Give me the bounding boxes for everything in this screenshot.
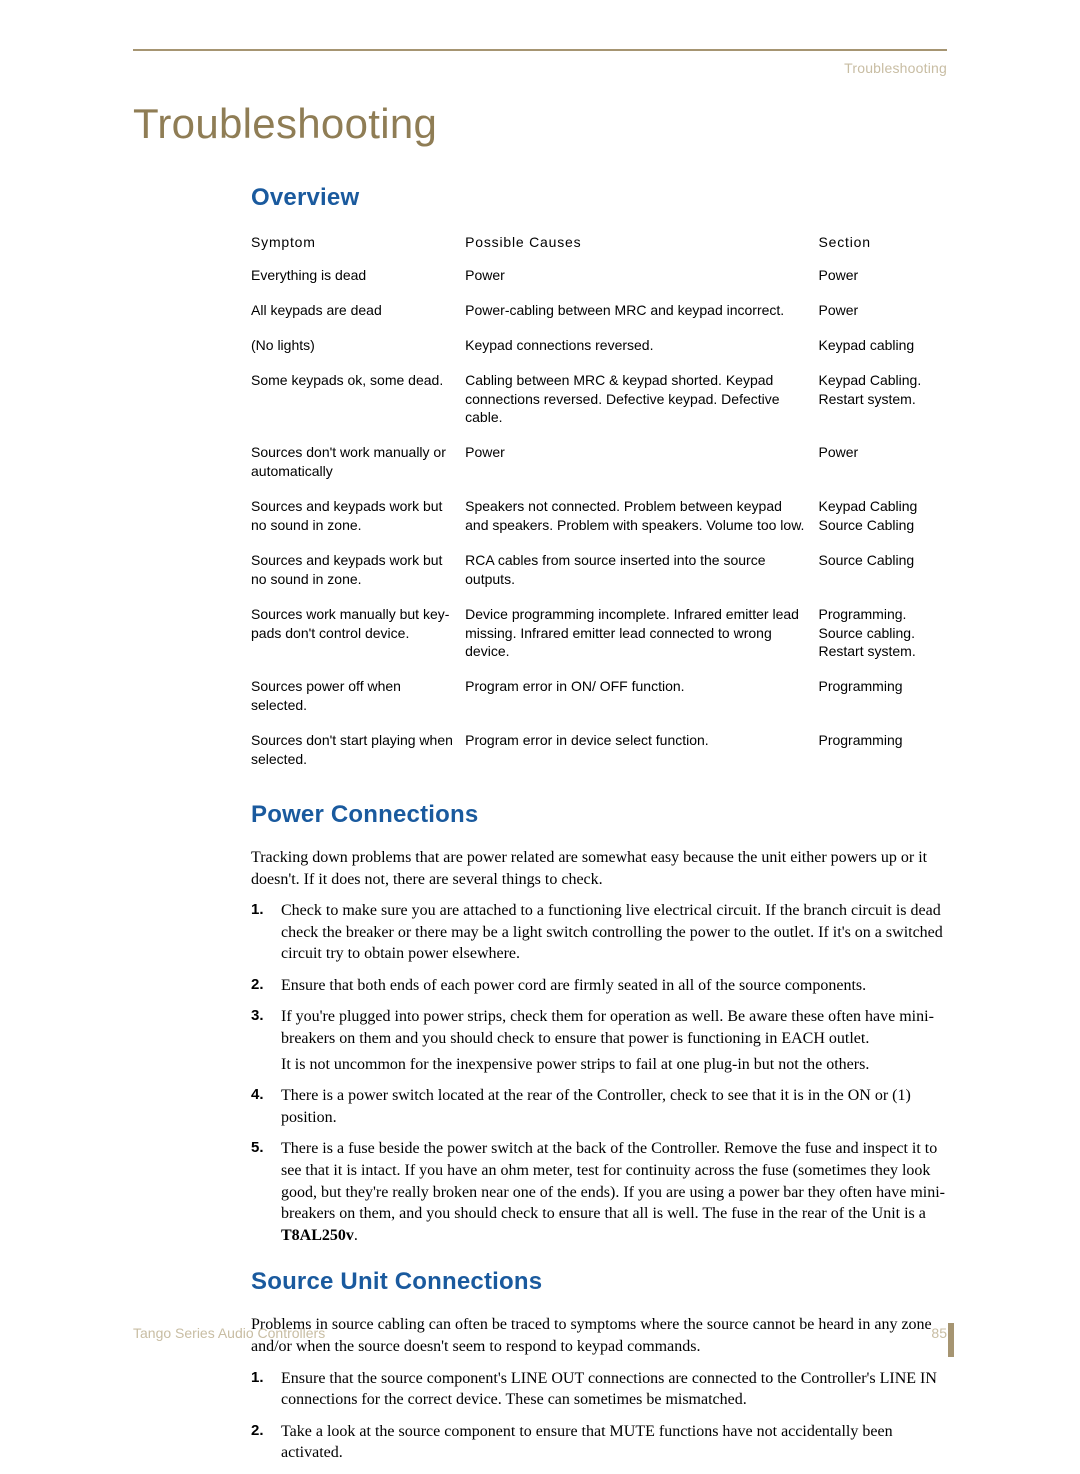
cell-symptom: Everything is dead <box>251 260 465 295</box>
overview-block: Symptom Possible Causes Section Everythi… <box>251 230 947 779</box>
list-text: Check to make sure you are attached to a… <box>281 902 943 962</box>
footer-page-number: 85 <box>931 1325 947 1341</box>
col-symptom: Symptom <box>251 230 465 260</box>
power-block: Tracking down problems that are power re… <box>251 847 947 1247</box>
cell-section: Power <box>818 437 947 491</box>
cell-section: Power <box>818 260 947 295</box>
table-row: (No lights) Keypad connections reversed.… <box>251 330 947 365</box>
page: Troubleshooting Troubleshooting Overview… <box>0 0 1080 1397</box>
cell-symptom: Sources and keypads work but no sound in… <box>251 491 465 545</box>
cell-section: Keypad Cabling Source Cabling <box>818 491 947 545</box>
header-rule <box>133 49 947 51</box>
page-title: Troubleshooting <box>133 100 947 148</box>
cell-cause: Program error in ON/ OFF function. <box>465 671 818 725</box>
cell-cause: RCA cables from source inserted into the… <box>465 545 818 599</box>
overview-table: Symptom Possible Causes Section Everythi… <box>251 230 947 779</box>
cell-cause: Keypad connections reversed. <box>465 330 818 365</box>
power-intro: Tracking down problems that are power re… <box>251 847 947 890</box>
cell-section: Keypad cabling <box>818 330 947 365</box>
table-row: Everything is dead Power Power <box>251 260 947 295</box>
list-text: Ensure that the source component's LINE … <box>281 1370 937 1409</box>
cell-section: Power <box>818 295 947 330</box>
table-row: Sources work manually but key-pads don't… <box>251 599 947 672</box>
cell-symptom: Sources power off when selected. <box>251 671 465 725</box>
table-header-row: Symptom Possible Causes Section <box>251 230 947 260</box>
list-item: Ensure that the source component's LINE … <box>251 1368 947 1411</box>
list-item: Take a look at the source component to e… <box>251 1421 947 1464</box>
cell-section: Programming <box>818 725 947 779</box>
table-row: Sources and keypads work but no sound in… <box>251 491 947 545</box>
source-list: Ensure that the source component's LINE … <box>251 1368 947 1464</box>
power-heading: Power Connections <box>251 801 947 829</box>
col-section: Section <box>818 230 947 260</box>
list-text-suffix: . <box>354 1227 358 1244</box>
col-causes: Possible Causes <box>465 230 818 260</box>
cell-cause: Device programming incomplete. Infrared … <box>465 599 818 672</box>
table-row: Some keypads ok, some dead. Cabling betw… <box>251 365 947 438</box>
cell-section: Programming <box>818 671 947 725</box>
cell-cause: Program error in device select function. <box>465 725 818 779</box>
cell-section: Source Cabling <box>818 545 947 599</box>
list-subtext: It is not uncommon for the inexpensive p… <box>281 1054 947 1076</box>
list-text: There is a power switch located at the r… <box>281 1087 911 1126</box>
page-edge-mark <box>948 1323 954 1357</box>
list-text: Take a look at the source component to e… <box>281 1423 893 1462</box>
table-row: Sources power off when selected. Program… <box>251 671 947 725</box>
list-item: There is a fuse beside the power switch … <box>251 1138 947 1246</box>
cell-symptom: Sources work manually but key-pads don't… <box>251 599 465 672</box>
header-section-label: Troubleshooting <box>844 60 947 76</box>
cell-symptom: (No lights) <box>251 330 465 365</box>
list-text: If you're plugged into power strips, che… <box>281 1008 934 1047</box>
cell-section: Keypad Cabling. Restart system. <box>818 365 947 438</box>
list-text: Ensure that both ends of each power cord… <box>281 977 866 994</box>
cell-cause: Cabling between MRC & keypad shorted. Ke… <box>465 365 818 438</box>
table-row: Sources and keypads work but no sound in… <box>251 545 947 599</box>
cell-symptom: Some keypads ok, some dead. <box>251 365 465 438</box>
cell-symptom: Sources don't start playing when selecte… <box>251 725 465 779</box>
table-row: Sources don't start playing when selecte… <box>251 725 947 779</box>
cell-cause: Speakers not connected. Problem between … <box>465 491 818 545</box>
list-item: Ensure that both ends of each power cord… <box>251 975 947 997</box>
cell-symptom: Sources don't work manually or automatic… <box>251 437 465 491</box>
list-item: If you're plugged into power strips, che… <box>251 1006 947 1075</box>
overview-heading: Overview <box>251 184 947 212</box>
table-row: All keypads are dead Power-cabling betwe… <box>251 295 947 330</box>
source-heading: Source Unit Connections <box>251 1268 947 1296</box>
list-text: There is a fuse beside the power switch … <box>281 1140 945 1222</box>
list-item: Check to make sure you are attached to a… <box>251 900 947 965</box>
power-list: Check to make sure you are attached to a… <box>251 900 947 1246</box>
cell-section: Programming. Source cabling. Restart sys… <box>818 599 947 672</box>
table-row: Sources don't work manually or automatic… <box>251 437 947 491</box>
cell-cause: Power <box>465 437 818 491</box>
fuse-model: T8AL250v <box>281 1227 354 1244</box>
cell-cause: Power <box>465 260 818 295</box>
cell-symptom: All keypads are dead <box>251 295 465 330</box>
list-item: There is a power switch located at the r… <box>251 1085 947 1128</box>
footer-product: Tango Series Audio Controllers <box>133 1325 325 1341</box>
cell-symptom: Sources and keypads work but no sound in… <box>251 545 465 599</box>
cell-cause: Power-cabling between MRC and keypad inc… <box>465 295 818 330</box>
content: Troubleshooting Overview Symptom Possibl… <box>133 100 947 1474</box>
footer: Tango Series Audio Controllers 85 <box>133 1325 947 1349</box>
